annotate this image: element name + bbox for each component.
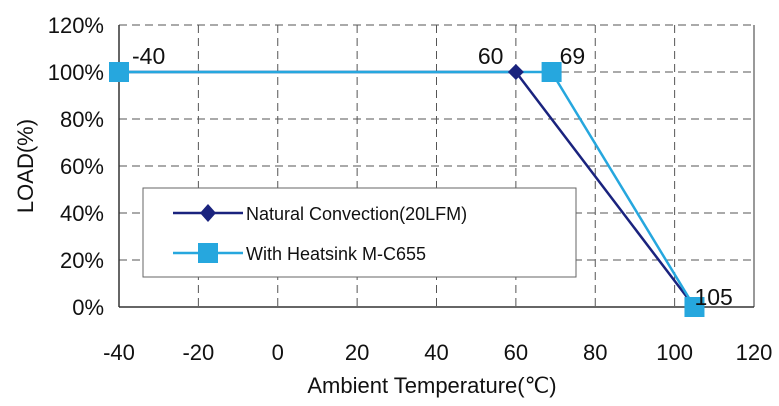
series-layer [109, 62, 705, 317]
legend: Natural Convection(20LFM) With Heatsink … [142, 187, 577, 278]
legend-label-heatsink: With Heatsink M-C655 [246, 244, 426, 264]
y-tick-label: 100% [48, 60, 104, 85]
y-tick-label: 120% [48, 13, 104, 38]
data-label: 60 [478, 43, 504, 69]
legend-label-natural-convection: Natural Convection(20LFM) [246, 204, 467, 224]
x-tick-label: 100 [656, 340, 693, 365]
x-tick-label: 60 [504, 340, 528, 365]
y-tick-label: 80% [60, 107, 104, 132]
legend-marker-square [198, 243, 218, 263]
data-point-square [109, 62, 129, 82]
data-point-square [684, 297, 705, 317]
data-label: 69 [560, 43, 586, 69]
x-tick-label: -20 [182, 340, 214, 365]
y-tick-label: 60% [60, 154, 104, 179]
y-axis-title: LOAD(%) [13, 119, 38, 213]
data-label: -40 [132, 43, 165, 69]
tick-labels: -40 -20 0 20 40 60 80 100 120 0% 20% 40% 60% 80% 100% 1… [48, 13, 773, 365]
x-tick-label: 80 [583, 340, 607, 365]
x-tick-label: 40 [424, 340, 448, 365]
data-point-diamond [507, 64, 524, 80]
legend-marker-diamond [200, 204, 216, 222]
x-tick-label: -40 [103, 340, 135, 365]
data-point-square [541, 62, 562, 82]
x-axis-title: Ambient Temperature(℃) [307, 373, 556, 398]
data-label: 105 [694, 284, 732, 310]
x-tick-label: 0 [272, 340, 284, 365]
y-tick-label: 40% [60, 201, 104, 226]
y-tick-label: 20% [60, 248, 104, 273]
x-tick-label: 20 [345, 340, 369, 365]
x-tick-label: 120 [736, 340, 773, 365]
y-tick-label: 0% [72, 295, 104, 320]
